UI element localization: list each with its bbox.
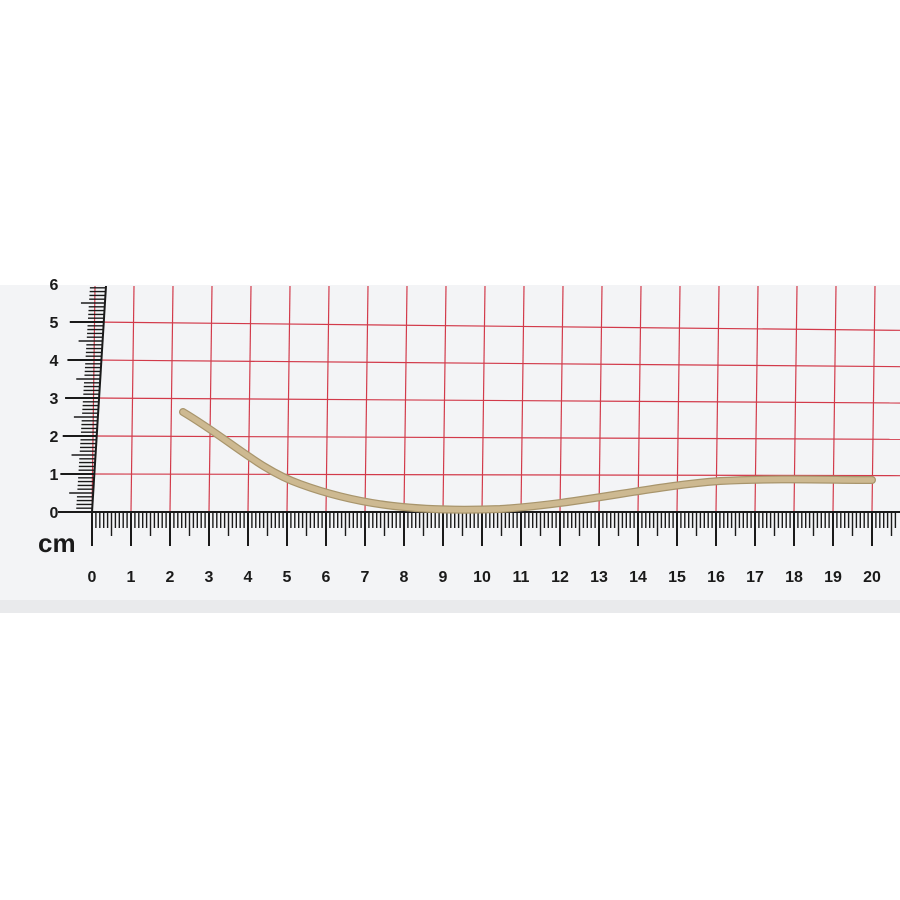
- ruler-x-label: 14: [629, 569, 647, 586]
- grid-line-vertical: [871, 285, 876, 513]
- grid-line-vertical: [754, 285, 759, 513]
- ruler-x-label: 4: [244, 569, 253, 586]
- grid-line-horizontal: [91, 321, 900, 331]
- ruler-x-label: 8: [400, 569, 409, 586]
- ruler-y-label: 3: [50, 391, 59, 408]
- ruler-x-label: 11: [513, 569, 530, 586]
- horizontal-ruler: 0 1 2 3 4 5 6 7 8 9 10 11 12 13 14 15 16 17 18 19 20: [88, 511, 900, 586]
- grid-line-horizontal: [91, 359, 900, 368]
- ruler-x-label: 17: [746, 569, 764, 586]
- beige-rod: [180, 409, 875, 513]
- vertical-ruler: 0 1 2 3 4 5 6: [50, 277, 107, 522]
- ruler-x-label: 16: [707, 569, 725, 586]
- ruler-y-label: 0: [50, 505, 59, 522]
- unit-label: cm: [38, 528, 76, 558]
- grid-line-vertical: [637, 285, 642, 513]
- grid-line-vertical: [676, 285, 681, 513]
- grid-paper: [0, 285, 900, 613]
- ruler-x-label: 10: [473, 569, 491, 586]
- ruler-x-label: 18: [785, 569, 803, 586]
- ruler-x-label: 6: [322, 569, 331, 586]
- grid-line-horizontal: [91, 473, 900, 477]
- ruler-y-label: 2: [50, 429, 59, 446]
- ruler-x-label: 2: [166, 569, 175, 586]
- ruler-x-label: 15: [668, 569, 686, 586]
- grid-line-vertical: [598, 285, 603, 513]
- grid-line-vertical: [832, 285, 837, 513]
- ruler-x-label: 3: [205, 569, 214, 586]
- grid-line-vertical: [559, 285, 564, 513]
- grid-line-horizontal: [91, 397, 900, 404]
- ruler-x-label: 1: [127, 569, 136, 586]
- grid-line-vertical: [715, 285, 720, 513]
- ruler-y-label: 5: [50, 315, 59, 332]
- ruler-x-label: 7: [361, 569, 370, 586]
- ruler-y-label: 6: [50, 277, 59, 294]
- ruler-y-label: 4: [50, 353, 59, 370]
- ruler-x-label: 0: [88, 569, 97, 586]
- ruler-y-label: 1: [50, 467, 59, 484]
- ruler-strip: [92, 512, 900, 526]
- ruler-x-label: 19: [824, 569, 842, 586]
- ruler-x-label: 13: [590, 569, 608, 586]
- ruler-x-label: 5: [283, 569, 292, 586]
- grid-line-vertical: [793, 285, 798, 513]
- paper-bottom-shadow: [0, 600, 900, 613]
- ruler-x-label: 20: [863, 569, 881, 586]
- ruler-x-label: 12: [551, 569, 569, 586]
- ruler-x-label: 9: [439, 569, 448, 586]
